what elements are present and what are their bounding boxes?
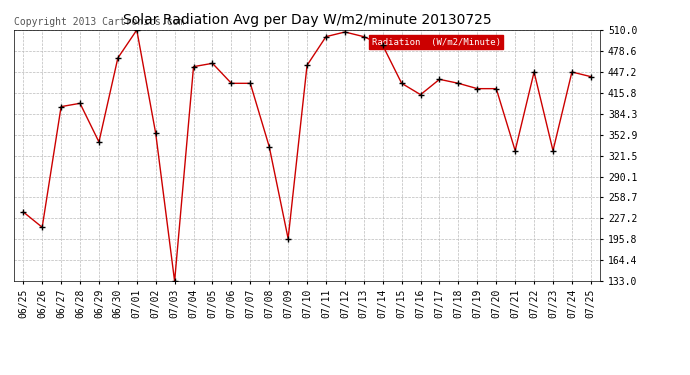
Text: Copyright 2013 Cartronics.com: Copyright 2013 Cartronics.com (14, 18, 184, 27)
Text: Radiation  (W/m2/Minute): Radiation (W/m2/Minute) (371, 38, 500, 46)
Title: Solar Radiation Avg per Day W/m2/minute 20130725: Solar Radiation Avg per Day W/m2/minute … (123, 13, 491, 27)
